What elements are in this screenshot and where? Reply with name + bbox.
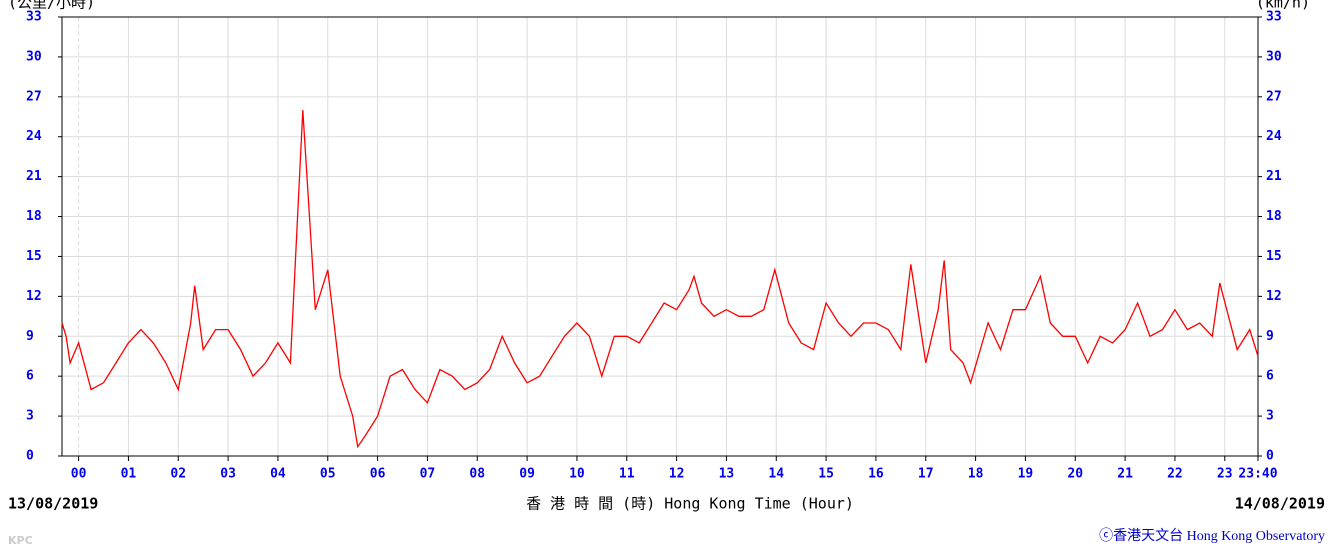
y-tick-label: 0 (26, 449, 34, 464)
y-tick-label: 18 (26, 209, 42, 224)
x-tick-label: 15 (818, 467, 834, 482)
x-tick-label: 08 (469, 467, 485, 482)
x-tick-label: 18 (968, 467, 984, 482)
y2-tick-label: 18 (1266, 209, 1282, 224)
x-tick-label: 10 (569, 467, 585, 482)
credit: ⓒ香港天文台 Hong Kong Observatory (1099, 528, 1325, 544)
start-date: 13/08/2019 (8, 495, 98, 513)
plot-border (61, 16, 1259, 457)
x-tick-label: 23 (1217, 467, 1233, 482)
x-tick-label: 21 (1117, 467, 1133, 482)
x-tick-label: 16 (868, 467, 884, 482)
y-tick-label: 9 (26, 329, 34, 344)
x-tick-label: 19 (1018, 467, 1034, 482)
x-tick-label: 17 (918, 467, 934, 482)
y-tick-label: 3 (26, 409, 34, 424)
x-tick-label: 01 (121, 467, 137, 482)
x-tick-label: 20 (1067, 467, 1083, 482)
y-tick-label: 6 (26, 369, 34, 384)
y-tick-label: 12 (26, 289, 42, 304)
x-axis-label: 香 港 時 間 (時) Hong Kong Time (Hour) (526, 495, 854, 513)
x-tick-label: 00 (71, 467, 87, 482)
y2-tick-label: 15 (1266, 249, 1282, 264)
end-date: 14/08/2019 (1235, 495, 1325, 513)
y-tick-label: 21 (26, 169, 42, 184)
x-tick-label: 12 (669, 467, 685, 482)
x-tick-label: 13 (719, 467, 735, 482)
y2-tick-label: 12 (1266, 289, 1282, 304)
y2-tick-label: 3 (1266, 409, 1274, 424)
x-tick-label: 06 (370, 467, 386, 482)
x-tick-label: 22 (1167, 467, 1183, 482)
y2-tick-label: 27 (1266, 89, 1282, 104)
x-tick-label: 14 (768, 467, 784, 482)
y2-tick-label: 33 (1266, 10, 1282, 25)
y-axis-unit: (公里/小時) (8, 0, 95, 12)
y-tick-label: 24 (26, 129, 42, 144)
y2-tick-label: 0 (1266, 449, 1274, 464)
x-tick-label: 11 (619, 467, 635, 482)
x-tick-label: 07 (420, 467, 436, 482)
x-tick-label: 23:40 (1238, 467, 1277, 482)
watermark: KPC (8, 534, 33, 547)
y2-tick-label: 6 (1266, 369, 1274, 384)
x-tick-label: 09 (519, 467, 535, 482)
y2-tick-label: 9 (1266, 329, 1274, 344)
x-tick-label: 05 (320, 467, 336, 482)
y2-axis-unit: (km/h) (1256, 0, 1310, 12)
y-tick-label: 27 (26, 89, 42, 104)
y2-tick-label: 30 (1266, 49, 1282, 64)
y-tick-label: 30 (26, 49, 42, 64)
y-tick-label: 33 (26, 10, 42, 25)
x-tick-label: 03 (220, 467, 236, 482)
data-line (61, 110, 1259, 449)
y2-tick-label: 24 (1266, 129, 1282, 144)
x-tick-label: 02 (170, 467, 186, 482)
x-tick-label: 04 (270, 467, 286, 482)
y-tick-label: 15 (26, 249, 42, 264)
y2-tick-label: 21 (1266, 169, 1282, 184)
